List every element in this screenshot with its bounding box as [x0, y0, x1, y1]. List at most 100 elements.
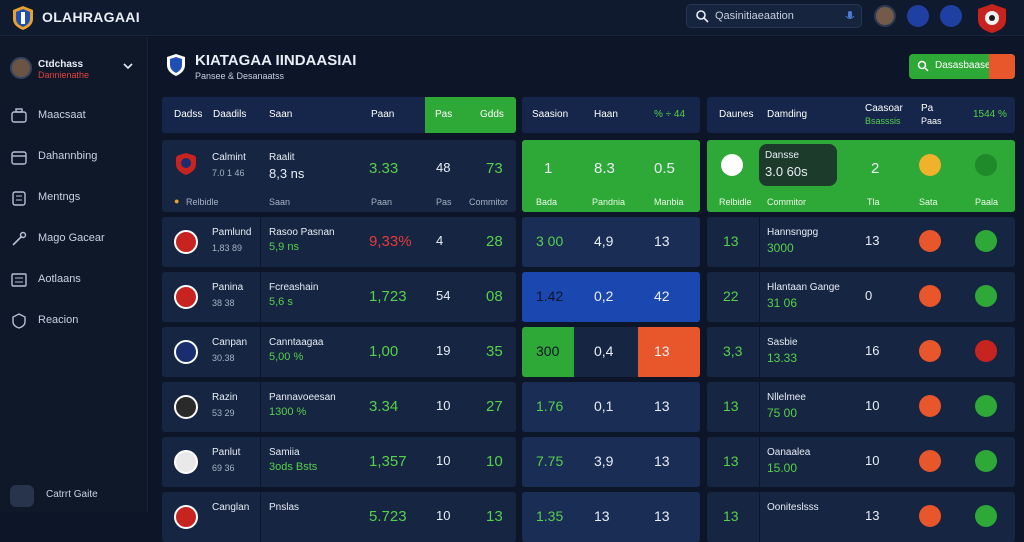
stat-value: 48	[436, 160, 451, 175]
odds-value: 1,00	[369, 343, 399, 360]
action-icon[interactable]	[919, 505, 941, 527]
column-header-highlight	[425, 97, 516, 133]
table-row[interactable]: Pamlund 1,83 89 Rasoo Pasnan 5,9 ns 9,33% 4 28	[162, 217, 516, 267]
table-row-mid[interactable]: 3 00 4,9 13	[522, 217, 700, 267]
action-icon[interactable]	[919, 340, 941, 362]
sub-label: Paan	[371, 197, 393, 207]
odds-value: 3.33	[369, 160, 399, 177]
action-icon[interactable]	[975, 450, 997, 472]
search-icon	[917, 60, 929, 72]
cell-background	[574, 382, 638, 432]
profile-avatar[interactable]	[874, 5, 896, 27]
team-name: Canpan	[212, 337, 248, 348]
sidebar-item-reacion[interactable]: Reacion	[10, 310, 140, 332]
stat-value: 19	[436, 343, 451, 358]
table-row-right[interactable]: 13 Ooniteslsss 13	[707, 492, 1015, 542]
action-icon[interactable]	[975, 395, 997, 417]
search-input[interactable]: Qasinitiaeaation	[715, 10, 794, 22]
team-crest-icon	[174, 450, 198, 474]
ball-icon[interactable]	[975, 154, 997, 176]
team-crest-icon[interactable]	[976, 2, 1008, 34]
table-row-mid[interactable]: 1.35 13 13	[522, 492, 700, 542]
main-content: KIATAGAA IINDAASIAI Pansee & Desanaatss …	[149, 37, 1024, 542]
action-icon[interactable]	[919, 450, 941, 472]
sidebar-item-label: Aotlaans	[38, 273, 81, 285]
score-value: 3ods Bsts	[269, 461, 318, 473]
column-header: Dadss	[174, 109, 203, 120]
shield-icon	[167, 54, 185, 76]
cell-value: 0.5	[654, 160, 675, 177]
cell-background	[574, 217, 638, 267]
column-header: Damding	[767, 109, 808, 120]
sub-label: Commitor	[767, 197, 807, 207]
sidebar-item-mago-gacear[interactable]: Mago Gacear	[10, 228, 140, 250]
wrench-icon	[12, 231, 27, 246]
action-icon[interactable]	[919, 395, 941, 417]
match-name: Sasbie	[767, 337, 798, 348]
cell-value: 3,9	[594, 453, 614, 469]
table-row-mid[interactable]: 7.75 3,9 13	[522, 437, 700, 487]
cell-value: 3 00	[536, 233, 564, 249]
sidebar-item-dahannbing[interactable]: Dahannbing	[10, 146, 140, 168]
cell-background	[574, 327, 638, 377]
cell-value: 0,1	[594, 398, 614, 414]
chevron-down-icon[interactable]	[122, 60, 134, 72]
table-row[interactable]: Canglan Pnslas 5.723 10 13	[162, 492, 516, 542]
page-title: KIATAGAA IINDAASIAI	[195, 52, 357, 69]
sub-label: Relbidle	[719, 197, 752, 207]
table-row-mid[interactable]: 1.76 0,1 13	[522, 382, 700, 432]
sub-label: Commitor	[469, 197, 509, 207]
coin-icon[interactable]	[919, 154, 941, 176]
microphone-icon[interactable]	[845, 10, 855, 22]
player-name: Pnslas	[269, 502, 300, 513]
calendar-icon	[11, 151, 27, 165]
notifications-icon[interactable]	[907, 5, 929, 27]
cell-value: 1.76	[536, 398, 564, 414]
table-row-mid[interactable]: 300 0,4 13	[522, 327, 700, 377]
table-row[interactable]: Canpan 30.38 Canntaagaa 5,00 % 1,00 19 35	[162, 327, 516, 377]
table-row[interactable]: Panina 38 38 Fcreashain 5,6 s 1,723 54 08	[162, 272, 516, 322]
score-value: 5,6 s	[269, 296, 293, 308]
sidebar-footer-item[interactable]: Catrrt Gaite	[10, 485, 140, 507]
action-icon[interactable]	[919, 285, 941, 307]
settings-icon[interactable]	[940, 5, 962, 27]
sidebar-item-maacsaat[interactable]: Maacsaat	[10, 105, 140, 127]
match-name: Hannsngpg	[767, 227, 819, 238]
team-stat: 69 36	[212, 463, 235, 473]
odds-value: 1,357	[369, 453, 407, 470]
cell-value: 13	[654, 398, 670, 414]
action-icon[interactable]	[975, 340, 997, 362]
sub-label: Pandnia	[592, 197, 626, 207]
action-icon[interactable]	[975, 230, 997, 252]
action-icon[interactable]	[975, 505, 997, 527]
dashboard-button[interactable]: Dasasbaase	[909, 54, 1015, 79]
action-icon[interactable]	[975, 285, 997, 307]
cell-background	[574, 272, 638, 322]
player-name: Fcreashain	[269, 282, 319, 293]
highlight-row-mid[interactable]: 1 8.3 0.5 Bada Pandnia Manbia	[522, 140, 700, 212]
action-icon[interactable]	[919, 230, 941, 252]
sidebar-item-mentngs[interactable]: Mentngs	[10, 187, 140, 209]
column-divider	[759, 327, 760, 377]
table-row-right[interactable]: 13 Hannsngpg 3000 13	[707, 217, 1015, 267]
table-row[interactable]: Razin 53 29 Pannavoeesan 1300 % 3.34 10 27	[162, 382, 516, 432]
briefcase-icon	[11, 108, 27, 123]
search-box[interactable]: Qasinitiaeaation	[686, 4, 862, 28]
highlight-row-left[interactable]: Calmint 7.0 1 46 Raalit 8,3 ns 3.33 48 7…	[162, 140, 516, 212]
column-divider	[759, 272, 760, 322]
table-row-mid[interactable]: 1.42 0,2 42	[522, 272, 700, 322]
table-row-right[interactable]: 22 Hlantaan Gange 31 06 0	[707, 272, 1015, 322]
match-name: Ooniteslsss	[767, 502, 819, 513]
column-header: Saan	[269, 109, 293, 120]
close-icon[interactable]	[989, 54, 1015, 79]
user-menu[interactable]: Ctdchass Dannienathe	[10, 57, 140, 91]
table-row-right[interactable]: 3,3 Sasbie 13.33 16	[707, 327, 1015, 377]
cell-value: 0	[865, 288, 873, 303]
sidebar-item-aotlaans[interactable]: Aotlaans	[10, 269, 140, 291]
column-divider	[260, 382, 261, 432]
team-crest-icon	[176, 153, 196, 175]
table-row-right[interactable]: 13 Nllelmee 75 00 10	[707, 382, 1015, 432]
highlight-row-right[interactable]: Dansse 3.0 60s 2 Relbidle Commitor Tla S…	[707, 140, 1015, 212]
table-row-right[interactable]: 13 Oanaalea 15.00 10	[707, 437, 1015, 487]
table-row[interactable]: Panlut 69 36 Samiia 3ods Bsts 1,357 10 10	[162, 437, 516, 487]
